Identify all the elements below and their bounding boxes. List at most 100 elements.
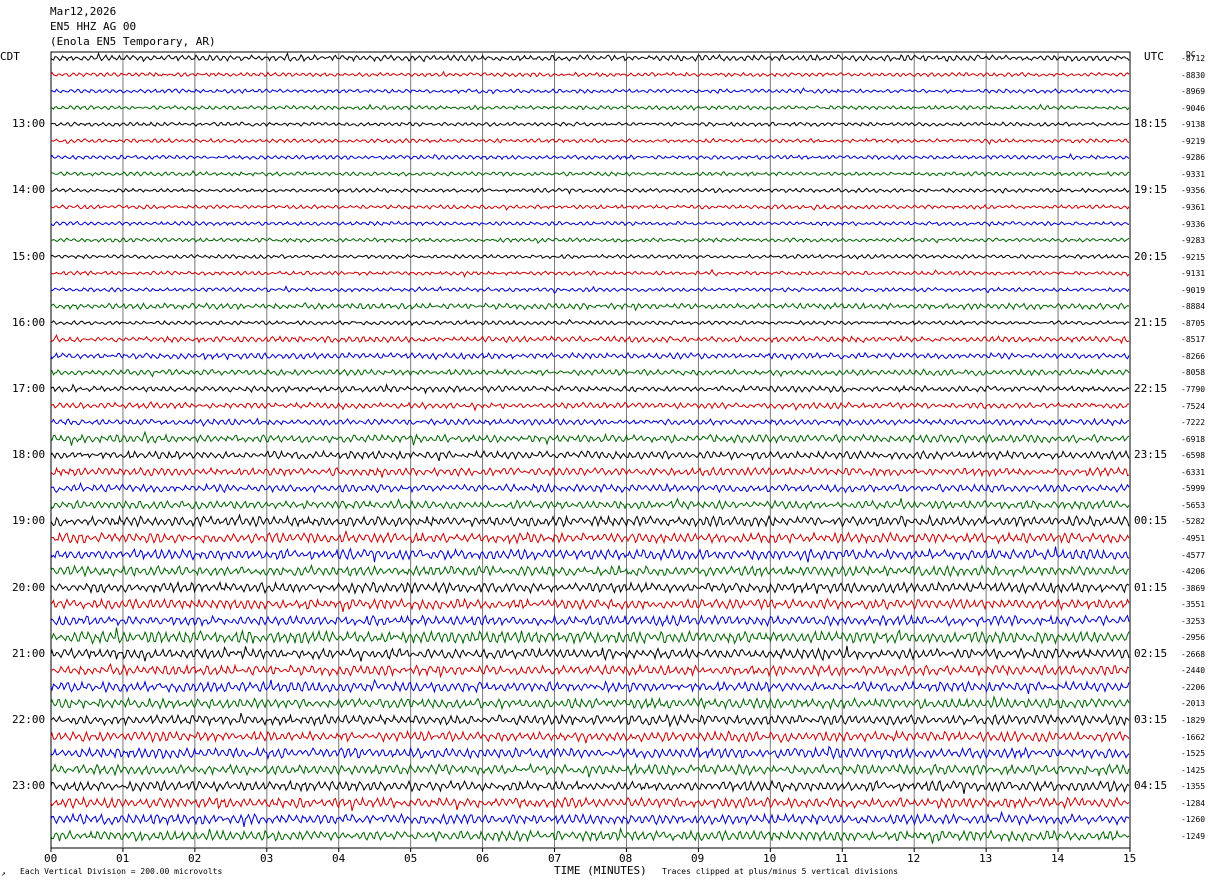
dc-offset-label: -1260 (1181, 815, 1206, 824)
trace-line-24 (50, 430, 1130, 446)
dc-label: DC (1186, 50, 1196, 59)
trace-line-46 (50, 796, 1130, 811)
x-tick-label: 12 (907, 852, 921, 865)
trace-line-23 (50, 417, 1130, 427)
dc-offset-label: -9019 (1181, 286, 1206, 295)
x-tick-label: 03 (260, 852, 274, 865)
dc-offset-label: -8969 (1181, 87, 1206, 96)
left-hour-label: 20:00 (12, 581, 46, 594)
trace-line-11 (50, 220, 1130, 227)
dc-offset-label: -8058 (1181, 368, 1206, 377)
right-hour-label: 19:15 (1134, 183, 1168, 196)
trace-line-43 (50, 745, 1130, 761)
dc-offset-label: -9286 (1181, 153, 1206, 162)
trace-line-13 (50, 253, 1130, 260)
left-timezone-label: CDT (0, 50, 20, 63)
trace-line-10 (50, 203, 1130, 211)
x-axis-label: TIME (MINUTES) (554, 864, 647, 877)
dc-offset-label: -1662 (1181, 733, 1206, 742)
trace-line-3 (50, 87, 1130, 95)
x-tick-label: 11 (835, 852, 849, 865)
right-hour-label: 02:15 (1134, 647, 1168, 660)
dc-offset-label: -8517 (1181, 335, 1206, 344)
x-tick-label: 10 (763, 852, 777, 865)
trace-line-27 (50, 481, 1130, 494)
trace-line-20 (50, 368, 1130, 378)
dc-offset-label: -3253 (1181, 617, 1206, 626)
dc-offset-label: -1249 (1181, 832, 1206, 841)
dc-offset-label: -9046 (1181, 104, 1206, 113)
trace-line-36 (50, 627, 1130, 646)
dc-offset-label: -8705 (1181, 319, 1206, 328)
trace-line-30 (50, 529, 1130, 545)
right-hour-label: 01:15 (1134, 581, 1168, 594)
trace-line-1 (50, 52, 1130, 63)
right-hour-label: 18:15 (1134, 117, 1168, 130)
dc-offset-label: -7524 (1181, 402, 1206, 411)
dc-offset-label: -4951 (1181, 534, 1206, 543)
trace-line-18 (50, 334, 1130, 345)
dc-offset-label: -2668 (1181, 650, 1206, 659)
trace-line-7 (50, 152, 1130, 161)
right-hour-label: 00:15 (1134, 514, 1168, 527)
trace-line-6 (51, 137, 1130, 146)
x-tick-label: 08 (619, 852, 633, 865)
trace-line-5 (50, 121, 1130, 128)
plot-frame (50, 51, 1131, 849)
clip-note: Traces clipped at plus/minus 5 vertical … (662, 867, 899, 876)
dc-offset-label: -6598 (1181, 451, 1206, 460)
dc-offset-label: -6331 (1181, 468, 1206, 477)
trace-line-2 (50, 70, 1130, 78)
trace-line-45 (50, 779, 1130, 794)
trace-line-44 (50, 762, 1130, 778)
date-label: Mar12,2026 (50, 5, 117, 18)
left-hour-label: 13:00 (12, 117, 46, 130)
trace-line-34 (50, 597, 1130, 613)
dc-offset-label: -1284 (1181, 799, 1206, 808)
trace-line-37 (50, 645, 1130, 662)
trace-line-8 (50, 170, 1130, 177)
dc-offset-label: -8712 (1181, 54, 1206, 63)
dc-offset-label: -4577 (1181, 551, 1206, 560)
x-tick-label: 09 (691, 852, 705, 865)
dc-offset-label: -5282 (1181, 517, 1206, 526)
x-tick-label: 14 (1051, 852, 1065, 865)
dc-offset-label: -1425 (1181, 766, 1206, 775)
x-tick-label: 06 (476, 852, 490, 865)
dc-offset-label: -3551 (1181, 600, 1206, 609)
right-timezone-label: UTC (1144, 50, 1164, 63)
dc-offset-label: -3869 (1181, 584, 1206, 593)
left-hour-label: 15:00 (12, 250, 46, 263)
trace-line-35 (50, 613, 1130, 628)
left-hour-label: 16:00 (12, 316, 46, 329)
trace-line-33 (50, 580, 1130, 595)
trace-line-38 (50, 662, 1130, 679)
x-tick-label: 13 (979, 852, 993, 865)
scale-note: Each Vertical Division = 200.00 microvol… (20, 867, 223, 876)
trace-line-12 (50, 237, 1130, 245)
dc-offset-label: -1829 (1181, 716, 1206, 725)
dc-offset-label: -1355 (1181, 782, 1206, 791)
station-label: (Enola EN5 Temporary, AR) (50, 35, 216, 48)
dc-offset-label: -7790 (1181, 385, 1206, 394)
trace-line-9 (50, 187, 1130, 195)
right-hour-label: 21:15 (1134, 316, 1168, 329)
dc-offset-label: -2206 (1181, 683, 1206, 692)
dc-offset-label: -2956 (1181, 633, 1206, 642)
dc-offset-label: -9361 (1181, 203, 1206, 212)
left-hour-label: 18:00 (12, 448, 46, 461)
x-tick-label: 05 (404, 852, 418, 865)
dc-offset-label: -9283 (1181, 236, 1206, 245)
dc-offset-label: -5653 (1181, 501, 1206, 510)
grid-lines (50, 51, 1131, 852)
dc-offset-label: -5999 (1181, 484, 1206, 493)
left-hour-label: 19:00 (12, 514, 46, 527)
trace-line-16 (50, 301, 1130, 312)
x-tick-label: 00 (44, 852, 58, 865)
trace-line-25 (50, 449, 1130, 462)
footer-mark-icon: ↗ (1, 869, 6, 878)
trace-line-39 (50, 678, 1130, 695)
trace-line-26 (50, 466, 1130, 478)
x-tick-label: 07 (548, 852, 562, 865)
dc-offset-label: -1525 (1181, 749, 1206, 758)
